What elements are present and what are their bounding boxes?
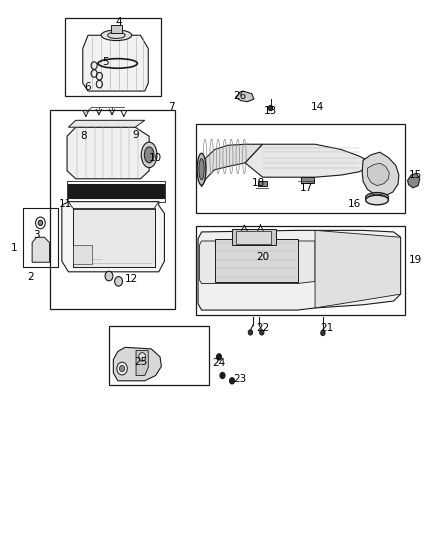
Polygon shape bbox=[68, 120, 145, 127]
Polygon shape bbox=[236, 91, 254, 102]
Text: 21: 21 bbox=[321, 322, 334, 333]
Circle shape bbox=[260, 330, 264, 335]
Bar bbox=[196, 226, 405, 316]
Polygon shape bbox=[245, 144, 367, 177]
Polygon shape bbox=[215, 239, 297, 282]
Text: 13: 13 bbox=[264, 106, 277, 116]
Polygon shape bbox=[315, 230, 401, 308]
Text: 19: 19 bbox=[409, 255, 422, 265]
Bar bbox=[67, 181, 165, 201]
Bar bbox=[109, 326, 209, 384]
Text: 7: 7 bbox=[168, 102, 174, 112]
Polygon shape bbox=[73, 245, 92, 264]
Text: 14: 14 bbox=[311, 102, 324, 112]
Circle shape bbox=[230, 377, 235, 384]
Circle shape bbox=[38, 220, 42, 225]
Ellipse shape bbox=[101, 30, 132, 41]
Polygon shape bbox=[408, 173, 420, 188]
Circle shape bbox=[220, 372, 225, 378]
Text: 26: 26 bbox=[233, 91, 247, 101]
Circle shape bbox=[115, 277, 123, 286]
Bar bbox=[22, 208, 58, 266]
Ellipse shape bbox=[197, 154, 206, 185]
Circle shape bbox=[216, 354, 222, 360]
Bar bbox=[301, 177, 314, 182]
Circle shape bbox=[248, 330, 253, 335]
Text: 11: 11 bbox=[59, 199, 72, 209]
Bar bbox=[68, 183, 163, 198]
Polygon shape bbox=[113, 348, 161, 381]
Ellipse shape bbox=[366, 192, 389, 202]
Circle shape bbox=[139, 353, 146, 361]
Bar bbox=[196, 124, 405, 213]
Text: 17: 17 bbox=[300, 183, 313, 193]
Bar bbox=[237, 231, 272, 244]
Circle shape bbox=[117, 362, 127, 375]
Bar bbox=[258, 181, 267, 185]
Text: 16: 16 bbox=[348, 199, 361, 209]
Text: 1: 1 bbox=[11, 243, 17, 253]
Text: 6: 6 bbox=[85, 82, 92, 92]
Bar bbox=[73, 209, 155, 266]
Text: 8: 8 bbox=[80, 131, 87, 141]
Polygon shape bbox=[32, 237, 49, 262]
Text: 5: 5 bbox=[102, 57, 109, 67]
Circle shape bbox=[268, 106, 273, 111]
Bar bbox=[232, 229, 276, 245]
Text: 25: 25 bbox=[134, 357, 147, 367]
Polygon shape bbox=[199, 241, 315, 284]
Polygon shape bbox=[67, 127, 149, 179]
Polygon shape bbox=[362, 152, 399, 196]
Ellipse shape bbox=[366, 195, 389, 205]
Circle shape bbox=[321, 330, 325, 336]
Ellipse shape bbox=[199, 159, 204, 180]
Text: 3: 3 bbox=[33, 230, 40, 240]
Circle shape bbox=[105, 271, 113, 281]
Text: 24: 24 bbox=[212, 358, 226, 368]
Text: 22: 22 bbox=[256, 322, 269, 333]
Polygon shape bbox=[198, 230, 401, 310]
Bar bbox=[65, 18, 161, 96]
Polygon shape bbox=[367, 164, 389, 185]
Polygon shape bbox=[136, 351, 148, 375]
Bar bbox=[111, 25, 122, 33]
Polygon shape bbox=[201, 144, 263, 187]
Text: 15: 15 bbox=[409, 170, 422, 180]
Text: 10: 10 bbox=[149, 152, 162, 163]
Text: 4: 4 bbox=[115, 17, 122, 27]
Text: 18: 18 bbox=[252, 177, 265, 188]
Polygon shape bbox=[83, 35, 148, 91]
Polygon shape bbox=[62, 201, 164, 272]
Ellipse shape bbox=[141, 142, 157, 167]
Circle shape bbox=[120, 366, 125, 372]
Text: 12: 12 bbox=[125, 274, 138, 284]
Text: 9: 9 bbox=[133, 130, 139, 140]
Ellipse shape bbox=[145, 147, 154, 163]
Text: 2: 2 bbox=[27, 272, 34, 282]
Bar bbox=[49, 110, 175, 309]
Text: 23: 23 bbox=[233, 374, 247, 384]
Text: 20: 20 bbox=[256, 252, 269, 262]
